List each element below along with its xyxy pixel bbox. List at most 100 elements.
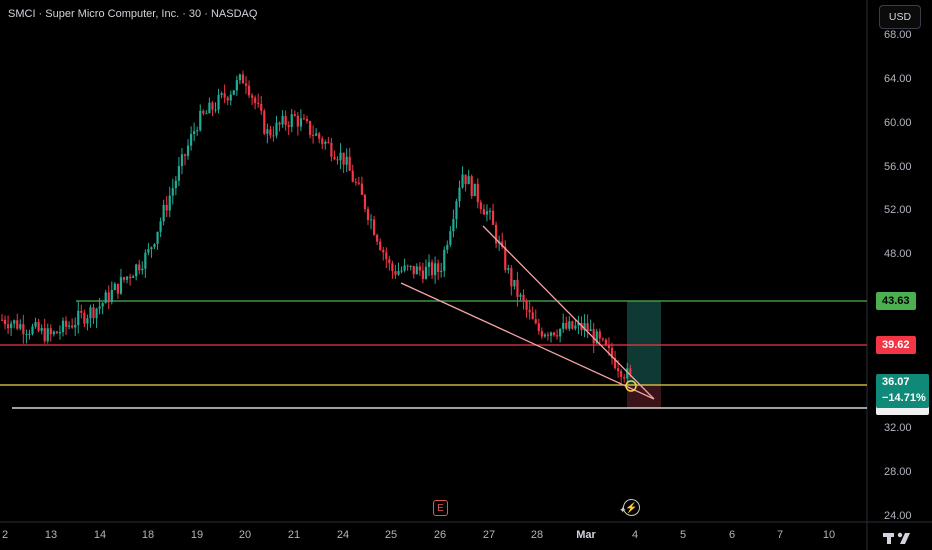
time-tick: Mar — [576, 529, 596, 541]
candle-body — [507, 268, 510, 270]
price-tick: 52.00 — [884, 204, 912, 216]
candle-body — [287, 125, 290, 127]
lower-trendline[interactable] — [400, 282, 655, 400]
candle-body — [43, 328, 46, 342]
candle-body — [278, 122, 281, 125]
candle-body — [214, 109, 217, 111]
candle-body — [617, 368, 620, 372]
time-tick: 19 — [190, 529, 204, 541]
candle-body — [49, 328, 52, 335]
candle-body — [162, 204, 165, 222]
logo-part — [897, 532, 903, 538]
candle-body — [80, 310, 83, 313]
candle-body — [254, 97, 257, 104]
candle-body — [324, 141, 327, 144]
candle-body — [415, 266, 418, 275]
candle-body — [251, 95, 254, 98]
candle-body — [385, 252, 388, 260]
candle-body — [7, 324, 10, 329]
candle-body — [321, 138, 324, 144]
candle-body — [400, 270, 403, 272]
candle-body — [626, 368, 629, 379]
candle-body — [455, 201, 458, 220]
candle-body — [440, 270, 443, 272]
candle-body — [345, 156, 348, 165]
time-tick: 27 — [482, 529, 496, 541]
candle-body — [244, 83, 248, 86]
candle-body — [37, 322, 40, 331]
candle-body — [150, 247, 153, 250]
candle-body — [595, 331, 598, 344]
candle-body — [119, 277, 123, 294]
candle-body — [409, 265, 412, 267]
tradingview-logo-icon[interactable] — [883, 530, 923, 546]
time-tick: 25 — [384, 529, 398, 541]
candle-body — [92, 307, 95, 319]
dividend-marker-icon[interactable]: ⚡ — [623, 499, 640, 516]
candle-body — [360, 183, 363, 195]
candle-body — [546, 334, 550, 336]
candle-body — [83, 312, 86, 324]
candle-body — [623, 376, 626, 379]
candle-body — [22, 324, 25, 335]
candle-body — [226, 97, 229, 101]
candle-body — [537, 323, 540, 332]
time-tick: 14 — [93, 529, 107, 541]
candle-body — [284, 115, 287, 126]
candle-body — [552, 332, 556, 336]
candle-body — [205, 113, 208, 115]
candle-body — [308, 121, 312, 135]
candle-body — [260, 103, 263, 111]
candle-body — [46, 328, 49, 342]
candle-body — [476, 183, 479, 203]
candle-body — [516, 279, 519, 297]
candle-body — [147, 249, 150, 253]
currency-button[interactable]: USD — [879, 5, 921, 29]
candle-body — [10, 323, 13, 329]
candle-body — [382, 249, 385, 253]
candle-body — [168, 195, 171, 211]
candle-body — [202, 110, 205, 114]
candle-body — [174, 180, 177, 189]
level-badge-red[interactable]: 39.62 — [876, 336, 916, 354]
earnings-marker-icon[interactable]: E — [433, 500, 448, 516]
time-tick: 28 — [530, 529, 544, 541]
candle-body — [281, 115, 284, 125]
candle-body — [235, 80, 238, 91]
change-percent: −14.71% — [882, 392, 926, 404]
candle-body — [610, 347, 614, 359]
candle-body — [531, 312, 534, 320]
candle-body — [430, 262, 434, 276]
candle-body — [351, 170, 354, 182]
candle-body — [461, 174, 464, 188]
candle-body — [74, 325, 77, 328]
price-tick: 60.00 — [884, 117, 912, 129]
candle-body — [232, 90, 235, 95]
upper-trendline[interactable] — [482, 225, 655, 400]
time-tick: 2 — [1, 529, 9, 541]
candle-body — [196, 130, 199, 132]
candle-body — [354, 181, 357, 183]
level-badge-green[interactable]: 43.63 — [876, 292, 916, 310]
candle-body — [437, 263, 440, 272]
candle-body — [71, 325, 74, 328]
time-tick: 18 — [141, 529, 155, 541]
candle-body — [107, 292, 110, 303]
sparkle-icon: ✦ — [619, 505, 627, 515]
candle-body — [171, 188, 174, 196]
chart-title: SMCI · Super Micro Computer, Inc. · 30 ·… — [8, 8, 258, 20]
candle-body — [586, 323, 589, 332]
candle-body — [522, 294, 525, 302]
candle-body — [129, 276, 132, 278]
candle-body — [315, 133, 318, 136]
candle-body — [305, 118, 309, 122]
candle-body — [263, 110, 266, 134]
candle-body — [153, 243, 156, 248]
candle-body — [418, 266, 421, 271]
candle-body — [562, 322, 565, 329]
logo-part — [900, 533, 910, 544]
candle-body — [424, 266, 428, 279]
candle-body — [528, 309, 531, 313]
